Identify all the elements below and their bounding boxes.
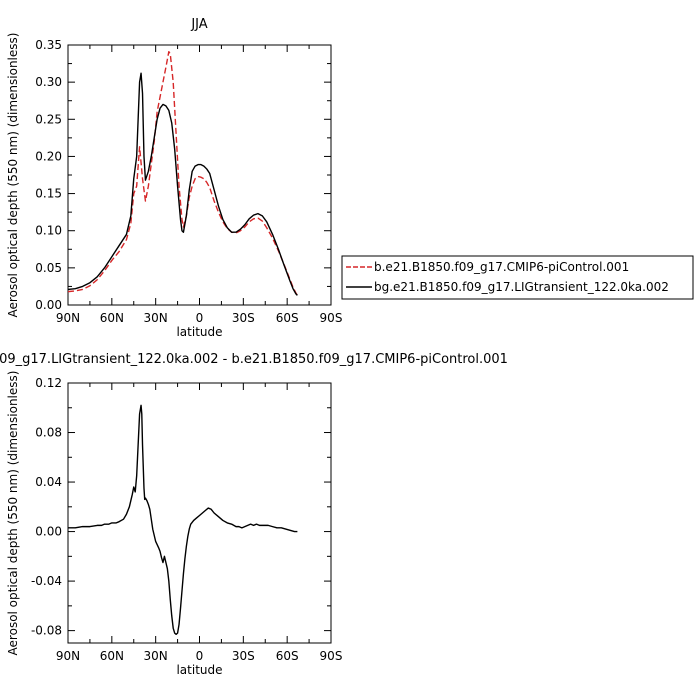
x-tick-label: 30S: [232, 311, 255, 325]
x-tick-label: 90S: [320, 311, 343, 325]
x-tick-label: 30N: [144, 649, 168, 663]
series-line-1: [67, 50, 298, 296]
x-tick-label: 60N: [100, 649, 124, 663]
chart-title: JJA: [190, 17, 207, 32]
legend-box: [341, 255, 694, 300]
series-line-2: [67, 72, 298, 296]
y-tick-label: 0.15: [35, 187, 62, 201]
y-tick-label: 0.04: [35, 475, 62, 489]
x-tick-label: 90N: [56, 311, 80, 325]
plot-frame: [67, 382, 332, 644]
y-axis-label: Aerosol optical depth (550 nm) (dimensio…: [6, 33, 20, 318]
y-tick-label: 0.30: [35, 75, 62, 89]
x-tick-label: 90S: [320, 649, 343, 663]
chart-title: bg.e21.B1850.f09_g17.LIGtransient_122.0k…: [0, 352, 508, 367]
legend: b.e21.B1850.f09_g17.CMIP6-piControl.001b…: [341, 255, 694, 300]
y-tick-label: 0.00: [35, 298, 62, 312]
y-tick-label: -0.04: [31, 574, 62, 588]
legend-entry: bg.e21.B1850.f09_g17.LIGtransient_122.0k…: [374, 280, 669, 294]
series-line-1: [68, 404, 298, 636]
x-tick-label: 60S: [276, 649, 299, 663]
y-axis-label: Aerosol optical depth (550 nm) (dimensio…: [6, 371, 20, 656]
y-tick-label: 0.10: [35, 224, 62, 238]
x-axis-label: latitude: [176, 663, 222, 677]
x-tick-label: 90N: [56, 649, 80, 663]
y-tick-label: 0.25: [35, 112, 62, 126]
x-tick-label: 30N: [144, 311, 168, 325]
y-tick-label: 0.35: [35, 38, 62, 52]
y-tick-label: 0.00: [35, 525, 62, 539]
x-tick-label: 0: [196, 649, 204, 663]
y-tick-label: -0.08: [31, 624, 62, 638]
chart-panel-2: 90N 60N 30N 0 30S 60S 90S -0.08 -0.04 0.00 0.04 0.0…: [0, 352, 508, 677]
x-tick-label: 30S: [232, 649, 255, 663]
chart-panel-1: 90N 60N 30N 0 30S 60S 90S 0.00 0.05 0.10 0.15 0.20 0…: [6, 17, 342, 339]
y-tick-label: 0.08: [35, 426, 62, 440]
x-tick-label: 0: [196, 311, 204, 325]
x-tick-label: 60S: [276, 311, 299, 325]
y-tick-label: 0.12: [35, 376, 62, 390]
y-tick-label: 0.20: [35, 149, 62, 163]
x-tick-label: 60N: [100, 311, 124, 325]
x-axis-label: latitude: [176, 325, 222, 339]
y-tick-label: 0.05: [35, 261, 62, 275]
legend-entry: b.e21.B1850.f09_g17.CMIP6-piControl.001: [374, 260, 629, 274]
